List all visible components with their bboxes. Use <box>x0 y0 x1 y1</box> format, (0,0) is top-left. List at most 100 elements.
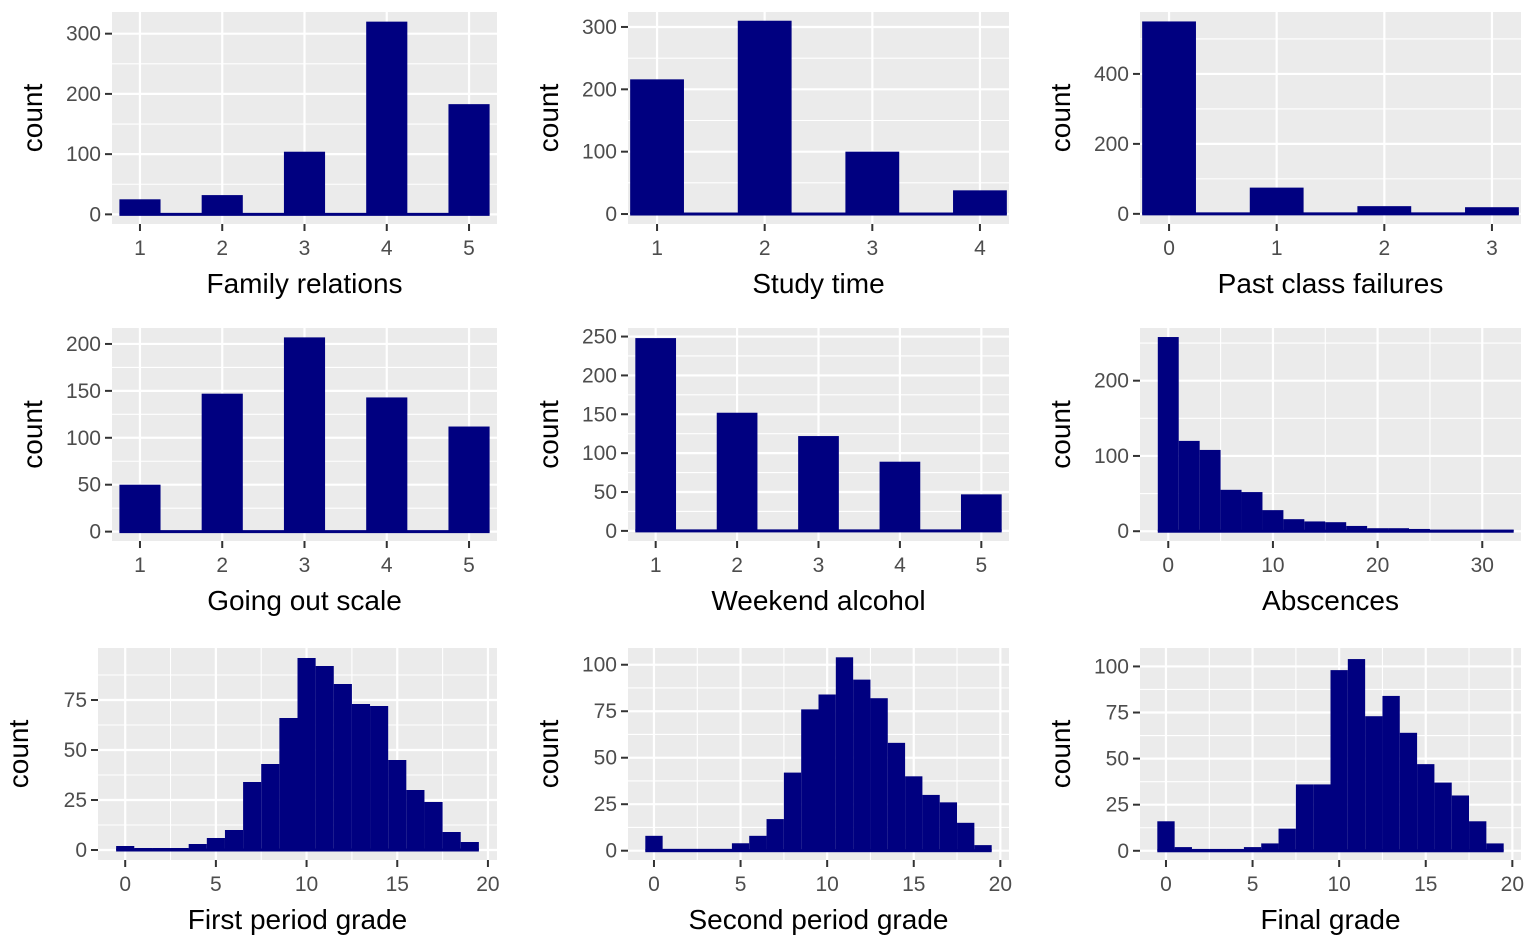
y-tick-label: 50 <box>64 739 87 762</box>
y-tick-label: 50 <box>594 481 617 504</box>
bar <box>1249 187 1304 214</box>
y-tick-label: 200 <box>1094 370 1129 393</box>
x-tick-label: 5 <box>1247 873 1259 896</box>
bar <box>201 195 243 215</box>
y-tick-label: 25 <box>64 789 87 812</box>
bar <box>119 199 161 215</box>
y-tick-label: 200 <box>582 364 617 387</box>
y-tick-label: 100 <box>1094 655 1129 678</box>
x-axis-title: Second period grade <box>689 904 949 935</box>
bar <box>887 742 906 851</box>
zero-baseline <box>645 849 992 853</box>
bar <box>1417 764 1435 851</box>
y-tick-label: 100 <box>1094 445 1129 468</box>
x-axis-title: Going out scale <box>207 585 402 616</box>
y-axis-title: count <box>17 400 48 469</box>
x-axis-title: Study time <box>752 268 884 299</box>
bar <box>448 104 490 215</box>
chart-panel-8: 0 25 50 75 100 0 5 10 15 20 Second period grade cou… <box>533 648 1012 935</box>
bar <box>406 790 425 850</box>
bar <box>798 436 839 531</box>
bar <box>283 151 326 215</box>
y-tick-label: 300 <box>66 23 101 46</box>
x-tick-label: 5 <box>463 554 475 577</box>
y-axis-title: count <box>1045 400 1076 469</box>
x-tick-label: 10 <box>295 873 318 896</box>
x-tick-label: 10 <box>1261 554 1284 577</box>
x-tick-label: 10 <box>815 873 838 896</box>
y-tick-label: 250 <box>582 326 617 349</box>
bar <box>870 698 888 851</box>
y-tick-label: 50 <box>594 747 617 770</box>
bar <box>853 679 871 851</box>
bar <box>201 393 243 532</box>
bar <box>922 794 940 851</box>
bar <box>279 718 298 850</box>
y-tick-label: 100 <box>66 143 101 166</box>
zero-baseline <box>630 212 1007 216</box>
x-tick-label: 3 <box>1486 237 1498 260</box>
y-tick-label: 400 <box>1094 63 1129 86</box>
bar <box>1357 206 1412 214</box>
x-tick-label: 5 <box>210 873 222 896</box>
bar <box>460 842 479 850</box>
bar <box>635 338 677 531</box>
x-tick-label: 1 <box>134 554 146 577</box>
bar <box>835 657 854 851</box>
x-tick-label: 2 <box>216 237 228 260</box>
bar <box>224 830 244 850</box>
y-tick-label: 0 <box>1117 520 1129 543</box>
x-tick-label: 2 <box>216 554 228 577</box>
y-tick-label: 75 <box>1106 702 1129 725</box>
bar <box>845 151 900 215</box>
bar <box>315 666 334 850</box>
x-tick-label: 20 <box>476 873 499 896</box>
bar <box>1365 716 1383 851</box>
x-axis-title: Family relations <box>206 268 402 299</box>
bar <box>1330 670 1348 851</box>
x-axis-title: Weekend alcohol <box>711 585 925 616</box>
x-tick-label: 15 <box>1414 873 1437 896</box>
y-axis-title: count <box>17 84 48 153</box>
x-tick-label: 15 <box>902 873 925 896</box>
x-tick-label: 1 <box>651 237 663 260</box>
zero-baseline <box>1157 849 1504 853</box>
y-tick-label: 0 <box>605 203 617 226</box>
chart-panel-6: 0 100 200 0 10 20 30 Abscences count <box>1045 328 1521 616</box>
bar <box>1346 525 1368 532</box>
bar <box>1388 528 1410 532</box>
zero-baseline <box>116 848 479 852</box>
bar <box>766 819 784 851</box>
bar <box>370 706 389 850</box>
x-axis-title: First period grade <box>188 904 407 935</box>
x-tick-label: 2 <box>731 554 743 577</box>
x-tick-label: 5 <box>975 554 987 577</box>
zero-baseline <box>119 530 490 534</box>
x-tick-label: 5 <box>463 237 475 260</box>
bar <box>442 832 461 850</box>
bar <box>731 843 750 851</box>
bar <box>1295 784 1314 851</box>
bar <box>351 704 371 850</box>
y-axis-title: count <box>3 720 34 789</box>
bar <box>960 494 1002 531</box>
y-tick-label: 0 <box>605 520 617 543</box>
bar <box>957 822 975 851</box>
chart-panel-2: 0 100 200 300 1 2 3 4 Study time count <box>533 12 1009 299</box>
y-tick-label: 200 <box>582 78 617 101</box>
chart-panel-4: 0 50 100 150 200 1 2 3 4 5 Going out scale count <box>17 328 497 616</box>
x-axis-title: Final grade <box>1260 904 1400 935</box>
x-tick-label: 30 <box>1471 554 1494 577</box>
zero-baseline <box>1157 529 1514 533</box>
bar <box>749 835 767 851</box>
y-axis-title: count <box>1045 720 1076 789</box>
zero-baseline <box>635 529 1002 533</box>
bar <box>905 776 923 851</box>
bar <box>1278 828 1296 851</box>
bar <box>261 764 280 850</box>
y-tick-label: 150 <box>66 380 101 403</box>
bar <box>783 772 802 851</box>
bar <box>1262 510 1284 532</box>
chart-panel-1: 0 100 200 300 1 2 3 4 5 Family relations count <box>17 12 497 299</box>
y-tick-label: 200 <box>1094 133 1129 156</box>
